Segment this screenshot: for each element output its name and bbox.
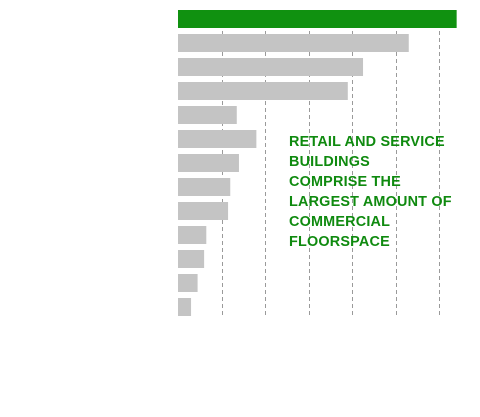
annotation-line-3: COMPRISE THE [289,174,401,190]
annotation-line-6: FLOORSPACE [289,234,390,250]
bars [178,10,457,316]
bar [178,298,192,316]
bar [178,178,231,196]
bar [178,130,257,148]
chart-annotation: RETAIL AND SERVICE BUILDINGS COMPRISE TH… [289,132,474,252]
bar [178,226,207,244]
bar [178,106,237,124]
bar [178,58,364,76]
bar [178,154,239,172]
bar [178,202,229,220]
bar [178,34,409,52]
annotation-line-2: BUILDINGS [289,154,370,170]
bar [178,82,348,100]
annotation-line-5: COMMERCIAL [289,214,391,230]
annotation-line-4: LARGEST AMOUNT OF [289,194,452,210]
bar [178,274,198,292]
bar [178,250,205,268]
annotation-line-1: RETAIL AND SERVICE [289,134,445,150]
bar-highlighted [178,10,457,28]
